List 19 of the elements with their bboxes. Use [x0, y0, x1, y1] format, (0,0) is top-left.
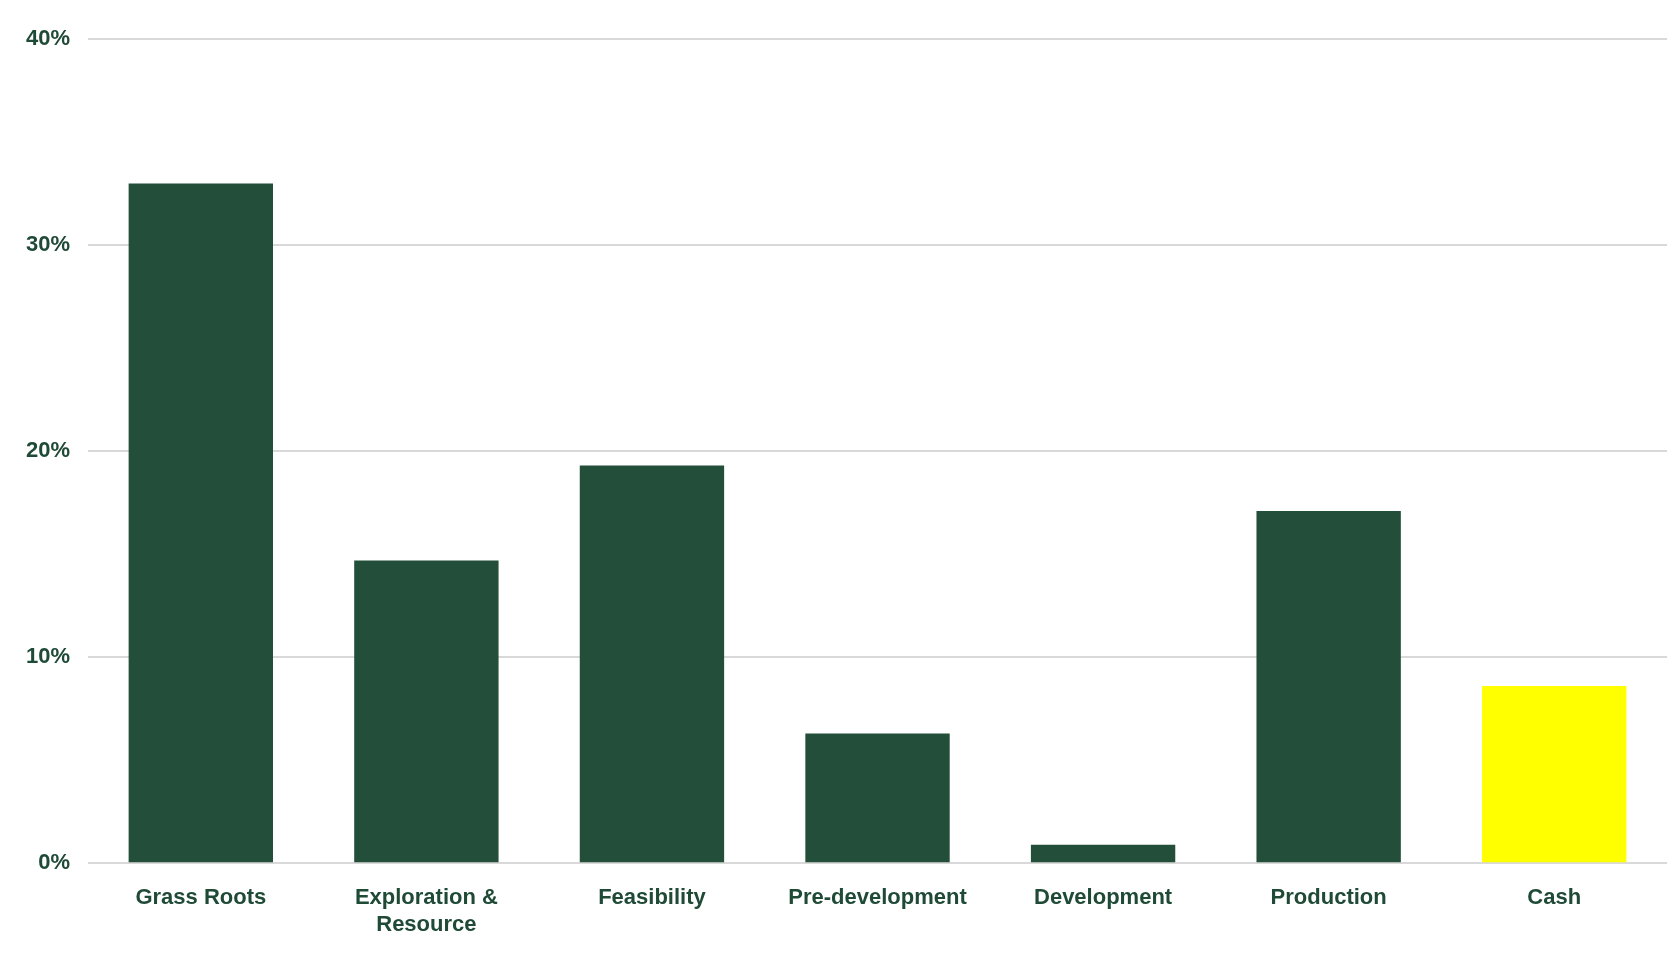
y-tick-label: 0%: [38, 849, 71, 875]
y-tick-label: 20%: [25, 437, 71, 463]
x-tick-label: Cash: [1527, 884, 1582, 910]
x-tick-label: Exploration & Resource: [354, 884, 498, 936]
x-tick-label: Development: [1034, 884, 1173, 910]
y-tick-label: 30%: [25, 231, 71, 257]
bar: [128, 183, 273, 863]
bar: [1256, 510, 1401, 863]
y-tick-label: 40%: [25, 25, 71, 51]
x-tick-label: Production: [1270, 884, 1387, 910]
bar: [805, 733, 950, 863]
x-tick-label: Grass Roots: [135, 884, 267, 910]
bar: [1482, 686, 1627, 863]
bar: [354, 560, 499, 863]
bar: [1030, 844, 1176, 863]
x-tick-label: Feasibility: [598, 884, 707, 910]
y-tick-label: 10%: [25, 643, 71, 669]
x-tick-label: Pre-development: [788, 884, 968, 910]
bar: [579, 465, 725, 863]
